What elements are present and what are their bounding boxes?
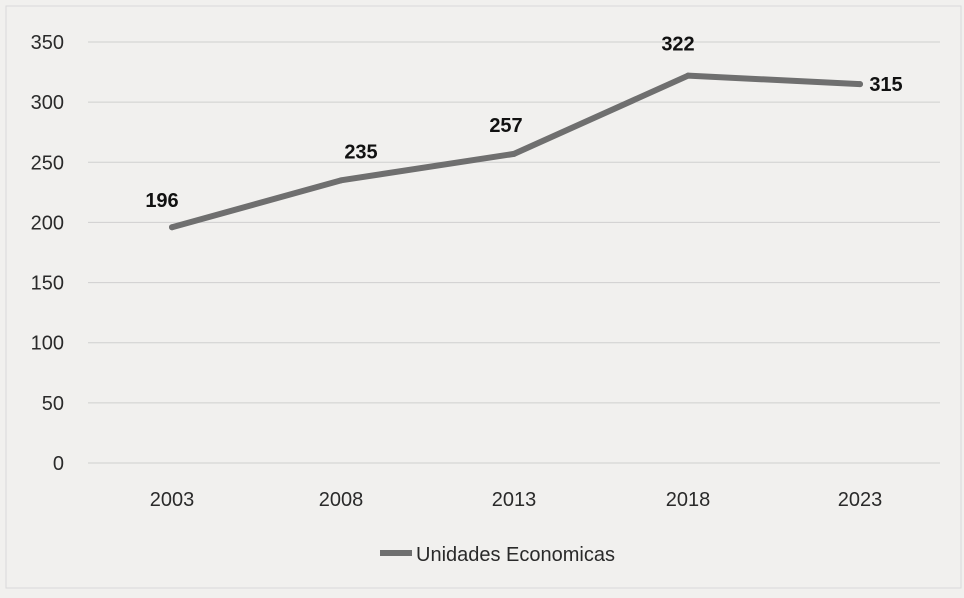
y-tick-label: 350 [31,32,64,54]
data-label: 322 [661,34,694,56]
y-axis-ticks: 0 50 100 150 200 250 300 350 [31,32,64,475]
y-tick-label: 150 [31,273,64,295]
data-point [511,150,517,157]
y-tick-label: 200 [31,212,64,234]
data-label: 315 [869,74,902,96]
y-tick-label: 0 [53,453,64,475]
x-tick-label: 2008 [319,489,364,511]
gridlines [88,41,940,464]
legend-label: Unidades Economicas [416,544,615,566]
data-point [685,72,691,79]
x-tick-label: 2023 [838,489,883,511]
legend: Unidades Economicas [380,544,615,566]
data-point [169,224,175,231]
data-point [857,81,863,88]
x-tick-label: 2013 [492,489,537,511]
data-label: 196 [145,190,178,212]
data-label: 235 [344,141,377,163]
data-point [338,177,344,184]
data-labels: 196 235 257 322 315 [145,34,902,213]
chart-border [5,5,962,589]
x-tick-label: 2018 [666,489,711,511]
series-lines [169,72,863,231]
data-label: 257 [489,115,522,137]
y-tick-label: 50 [42,393,64,415]
y-tick-label: 300 [31,92,64,114]
y-tick-label: 100 [31,333,64,355]
x-axis-ticks: 2003 2008 2013 2018 2023 [150,489,883,511]
y-tick-label: 250 [31,152,64,174]
x-tick-label: 2003 [150,489,195,511]
